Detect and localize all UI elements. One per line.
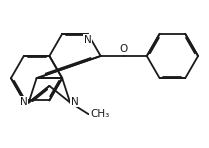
Text: O: O	[120, 44, 128, 54]
Text: CH₃: CH₃	[90, 109, 109, 119]
Text: N: N	[20, 97, 28, 107]
Text: N: N	[84, 35, 92, 45]
Text: N: N	[71, 97, 79, 107]
